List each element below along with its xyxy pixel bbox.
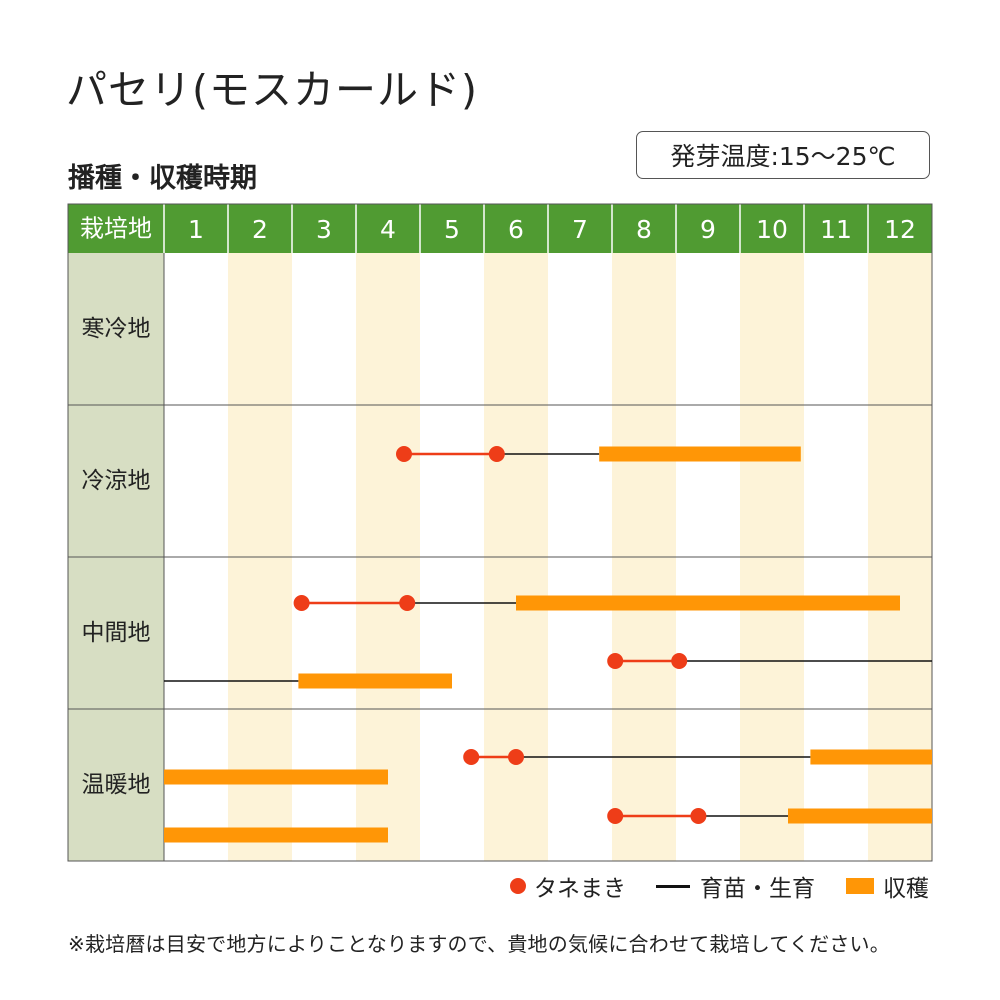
sowing-start-dot <box>607 653 624 669</box>
month-label: 6 <box>508 215 524 244</box>
chart-legend: タネまき 育苗・生育 収穫 <box>0 868 1000 904</box>
growing-line-icon <box>656 884 690 888</box>
month-label: 7 <box>572 215 588 244</box>
month-label: 10 <box>756 215 788 244</box>
month-label: 4 <box>380 215 396 244</box>
month-label: 9 <box>700 215 716 244</box>
sowing-end-dot <box>488 446 505 462</box>
sowing-dot-icon <box>510 878 526 894</box>
month-label: 5 <box>444 215 460 244</box>
sowing-end-dot <box>508 749 524 765</box>
harvest-bar <box>298 673 452 689</box>
month-label: 1 <box>188 215 204 244</box>
month-label: 11 <box>820 215 852 244</box>
legend-growing: 育苗・生育 <box>656 868 815 904</box>
month-label: 8 <box>636 215 652 244</box>
germination-temp-badge: 発芽温度:15〜25℃ <box>636 131 930 179</box>
sowing-start-dot <box>293 595 310 611</box>
header-row <box>68 204 932 253</box>
header-label: 栽培地 <box>80 215 152 243</box>
sowing-end-dot <box>690 808 707 824</box>
footnote: ※栽培暦は目安で地方によりことなりますので、貴地の気候に合わせて栽培してください… <box>68 932 890 956</box>
region-label: 中間地 <box>82 620 151 646</box>
region-label: 冷涼地 <box>82 468 151 494</box>
legend-harvest: 収穫 <box>846 868 929 904</box>
harvest-bar <box>164 769 388 785</box>
sowing-start-dot <box>463 749 480 765</box>
harvest-bar <box>516 595 900 611</box>
harvest-bar <box>599 446 801 462</box>
month-label: 2 <box>252 215 268 244</box>
sowing-end-dot <box>671 653 688 669</box>
chart-subtitle: 播種・収穫時期 <box>68 163 257 194</box>
legend-growing-label: 育苗・生育 <box>700 876 815 902</box>
legend-harvest-label: 収穫 <box>883 876 929 902</box>
harvest-bar <box>788 808 932 824</box>
harvest-bar <box>164 827 388 843</box>
page-title: パセリ(モスカールド) <box>66 66 478 114</box>
region-label: 寒冷地 <box>82 316 151 342</box>
harvest-bar-icon <box>846 878 874 894</box>
sowing-end-dot <box>399 595 416 611</box>
legend-sowing: タネまき <box>510 868 626 904</box>
region-label: 温暖地 <box>82 772 151 798</box>
harvest-bar <box>810 749 932 765</box>
legend-sowing-label: タネまき <box>534 876 626 902</box>
germination-temp-text: 発芽温度:15〜25℃ <box>670 142 896 171</box>
sowing-start-dot <box>396 446 412 462</box>
sowing-start-dot <box>607 808 624 824</box>
month-label: 12 <box>884 215 916 244</box>
month-label: 3 <box>316 215 332 244</box>
chart-border <box>67 203 933 862</box>
